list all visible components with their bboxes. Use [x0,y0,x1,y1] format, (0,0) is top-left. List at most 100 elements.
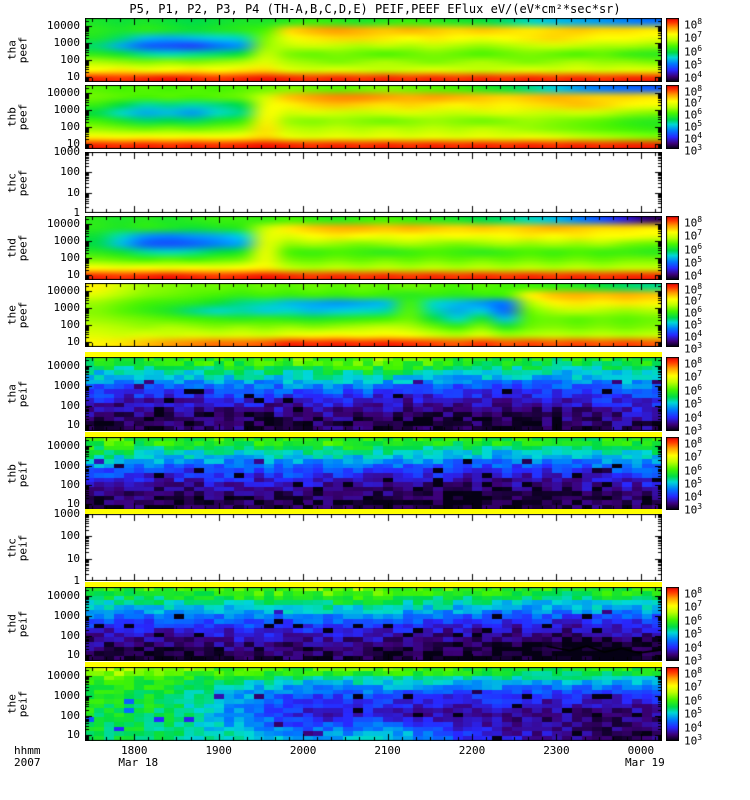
ylabel-the-peif: the peif [2,667,32,741]
colorbar-tick-label: 103 [684,653,703,668]
colorbar-tick-label: 105 [684,706,703,722]
colorbar-tick-label: 104 [684,328,703,344]
spectrogram-thb-peef [85,85,662,149]
ytick-label: 10 [66,648,80,662]
ytick-label: 10 [66,334,80,348]
ytick-label: 1000 [53,688,81,702]
ytick-label: 100 [60,708,80,722]
ytick-label: 100 [60,477,80,491]
colorbar-tick-label: 106 [684,305,703,320]
ytick-label: 100 [60,628,80,642]
ytick-label: 100 [60,250,80,264]
ytick-label: 100 [60,52,80,66]
colorbar-tick-label: 104 [684,70,703,85]
colorbar-tick-label: 105 [684,626,703,642]
colorbar-tick-label: 105 [684,475,703,491]
ytick-label: 10000 [46,284,80,298]
ylabel-line: peef [16,301,29,329]
spectrogram-the-peef [85,283,662,347]
ylabel-thd-peif: thd peif [2,587,32,661]
colorbar-tick-label: 103 [684,733,703,748]
ytick-label: 10000 [46,439,80,453]
colorbar-tick-label: 104 [684,489,703,504]
ytick-label: 100 [60,165,80,179]
colorbar-tick-label: 108 [684,83,703,99]
colorbar-tick-label: 108 [684,435,703,451]
ylabel-thc-peif: thc peif [2,514,32,581]
ytick-label: 1000 [53,608,81,622]
colorbar-tick-label: 108 [684,666,703,681]
ylabel-line: peef [16,103,29,131]
ytick-label: 10 [66,185,80,199]
spectrogram-tha-peef [85,18,662,82]
colorbar-the-peef [666,283,679,347]
spectrogram-thd-peef [85,216,662,280]
ylabel-line: peif [16,690,29,718]
colorbar-tha-peif [666,357,679,431]
colorbar-tick-label: 108 [684,215,703,230]
ytick-label: 1000 [53,145,81,158]
colorbar-tick-label: 103 [684,502,703,517]
colorbar-tick-label: 104 [684,268,703,283]
x-axis-year-label: 2007 [14,756,41,769]
colorbar-tick-label: 107 [684,95,703,111]
colorbar-tha-peef [666,18,679,82]
colorbar-tick-label: 107 [684,228,703,243]
x-axis-hour-label: 1900 [205,744,232,757]
colorbar-tick-label: 106 [684,692,703,708]
ytick-label: 10000 [46,589,80,603]
colorbar-tick-label: 107 [684,293,703,309]
colorbar-the-peif [666,667,679,741]
colorbar-tick-label: 103 [684,423,703,438]
ylabel-line: peef [16,36,29,64]
x-axis-date-end: Mar 19 [625,756,665,769]
spectrogram-the-peif [85,667,662,741]
colorbar-tick-label: 108 [684,281,703,297]
ytick-label: 1000 [53,301,81,315]
ytick-label: 10000 [46,19,80,33]
spectrogram-thb-peif [85,437,662,510]
x-axis-hour-label: 2000 [289,744,317,757]
colorbar-tick-label: 105 [684,57,703,72]
ylabel-text-tha-peif: tha peif [5,380,29,408]
saturation-band [85,432,662,437]
colorbar-tick-label: 106 [684,612,703,628]
ytick-label: 100 [60,398,80,412]
ylabel-text-thb-peif: thb peif [5,460,29,487]
ylabel-line: peif [16,460,29,487]
ytick-label: 1000 [53,103,81,117]
ytick-label: 10 [66,418,80,432]
colorbar-tick-label: 107 [684,449,703,464]
ytick-label: 1000 [53,507,81,520]
x-axis-format-label: hhmm [14,744,41,757]
saturation-band [85,509,662,514]
saturation-band [85,662,662,667]
colorbar-tick-label: 104 [684,719,703,735]
ytick-label: 10 [66,136,80,150]
colorbar-thd-peif [666,587,679,661]
ylabel-the-peef: the peef [2,283,32,347]
colorbar-tick-label: 108 [684,586,703,601]
colorbar-tick-label: 104 [684,409,703,425]
colorbar-thd-peef [666,216,679,280]
colorbar-tick-label: 107 [684,679,703,695]
ytick-label: 10 [66,551,80,565]
ylabel-text-the-peef: the peef [5,301,29,329]
ylabel-text-the-peif: the peif [5,690,29,718]
colorbar-tick-label: 107 [684,369,703,385]
colorbar-tick-label: 105 [684,255,703,270]
ytick-label: 10 [66,728,80,742]
ylabel-line: peef [16,234,29,262]
ytick-label: 10 [66,267,80,281]
colorbar-tick-label: 107 [684,30,703,45]
colorbar-tick-label: 107 [684,599,703,615]
colorbar-tick-label: 108 [684,17,703,32]
colorbar-thb-peef [666,85,679,149]
ytick-label: 1000 [53,36,81,50]
ytick-label: 10000 [46,359,80,373]
ylabel-text-thc-peef: thc peef [5,169,29,196]
ylabel-line: peif [16,380,29,408]
plot-title: P5, P1, P2, P3, P4 (TH-A,B,C,D,E) PEIF,P… [129,2,621,16]
colorbar-tick-label: 106 [684,382,703,398]
